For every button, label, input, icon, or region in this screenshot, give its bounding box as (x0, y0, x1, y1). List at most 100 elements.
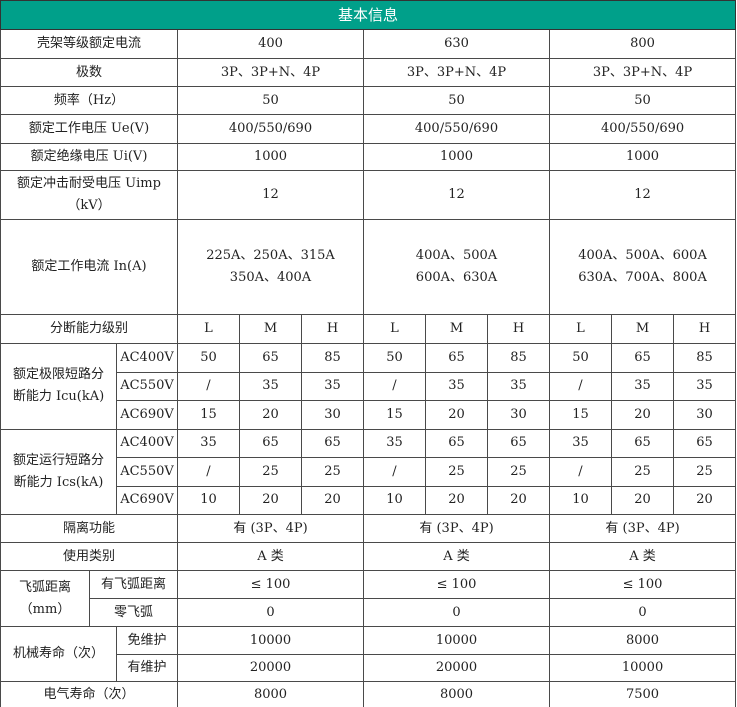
value-cell: 65 (487, 428, 550, 458)
value-cell: 50 (177, 86, 364, 115)
value-cell: 10 (363, 485, 426, 515)
value-cell: 0 (363, 598, 550, 627)
value-cell: 20000 (177, 654, 364, 682)
value-cell: 35 (487, 371, 550, 401)
value-cell: 35 (239, 371, 302, 401)
value-cell: 20 (425, 485, 488, 515)
value-cell: 65 (425, 428, 488, 458)
value-cell: 1000 (177, 143, 364, 171)
row-label: 额定冲击耐受电压 Uimp （kV） (0, 170, 178, 220)
row-label: 极数 (0, 58, 178, 87)
table-row: 电气寿命（次） 8000 8000 7500 (0, 681, 737, 707)
value-cell: 10000 (548, 654, 737, 682)
table-row: 额定工作电流 In(A) 225A、250A、315A 350A、400A 400A… (0, 219, 737, 315)
value-cell: 225A、250A、315A 350A、400A (177, 219, 364, 315)
value-cell: 8000 (363, 681, 550, 707)
value-cell: 3P、3P+N、4P (363, 58, 550, 87)
value-cell: 有 (3P、4P) (177, 514, 364, 543)
table-row: AC550V/35 35/35 35/35 35 (1, 371, 737, 401)
value-cell: 65 (611, 343, 674, 373)
value-cell: 20 (425, 400, 488, 430)
row-label: 额定工作电流 In(A) (0, 219, 178, 315)
value-cell: / (549, 457, 612, 487)
table-row: 分断能力级别 L M H L M H L M H (0, 314, 737, 344)
value-cell: 3P、3P+N、4P (177, 58, 364, 87)
value-cell: 50 (363, 343, 426, 373)
value-cell: 7500 (548, 681, 737, 707)
voltage-label: AC400V (116, 343, 178, 373)
table-row: AC690V 15 20 30 15 20 30 15 20 30 (1, 400, 737, 430)
row-label: 隔离功能 (0, 514, 178, 543)
voltage-label: AC690V (116, 400, 178, 430)
value-cell: 0 (548, 598, 737, 627)
group-label: 飞弧距离 （mm） (0, 570, 90, 627)
value-cell: 50 (363, 86, 550, 115)
table-header-title: 基本信息 (0, 0, 737, 30)
row-label: 壳架等级额定电流 (0, 29, 178, 59)
value-cell: 400A、500A、600A 630A、700A、800A (548, 219, 737, 315)
value-cell: 1000 (548, 143, 737, 171)
value-cell: 65 (239, 343, 302, 373)
level-header: L (177, 314, 240, 344)
value-cell: 20 (487, 485, 550, 515)
value-cell: 15 (177, 400, 240, 430)
value-cell: 20 (611, 485, 674, 515)
value-cell: ≤ 100 (363, 570, 550, 599)
value-cell: 35 (363, 428, 426, 458)
value-cell: 3P、3P+N、4P (548, 58, 737, 87)
level-header: M (425, 314, 488, 344)
table-row: 机械寿命（次） 免维护 10000 10000 8000 (0, 626, 737, 682)
row-label: 额定绝缘电压 Ui(V) (0, 143, 178, 171)
value-cell: / (177, 457, 240, 487)
value-cell: 8000 (177, 681, 364, 707)
value-cell: 85 (672, 343, 737, 373)
table-row: 基本信息 (0, 0, 737, 30)
value-cell: 35 (301, 371, 364, 401)
level-header: H (672, 314, 737, 344)
value-cell: 25 (239, 457, 302, 487)
row-label: 分断能力级别 (0, 314, 178, 344)
value-cell: ≤ 100 (548, 570, 737, 599)
voltage-label: AC550V (116, 457, 178, 487)
value-cell: 1000 (363, 143, 550, 171)
table-row: AC550V/25 25/25 25/25 25 (1, 457, 737, 487)
sub-label: 零飞弧 (89, 598, 178, 627)
value-cell: 50 (549, 343, 612, 373)
value-cell: 12 (363, 170, 550, 220)
value-cell: 12 (548, 170, 737, 220)
value-cell: 有 (3P、4P) (548, 514, 737, 543)
group-label: 额定极限短路分 断能力 Icu(kA) (0, 343, 117, 430)
table-row: 额定极限短路分 断能力 Icu(kA) AC400V 50 65 85 50 65 85 50 6… (0, 343, 737, 430)
table-row: AC690V 10 20 20 10 20 20 10 20 20 (1, 485, 737, 515)
value-cell: 50 (548, 86, 737, 115)
value-cell: 400/550/690 (177, 114, 364, 144)
value-cell: 35 (425, 371, 488, 401)
table-row: 壳架等级额定电流 400 630 800 (0, 29, 737, 59)
sub-label: 有飞弧距离 (89, 570, 178, 599)
row-label: 额定工作电压 Ue(V) (0, 114, 178, 144)
table-row: 频率（Hz） 50 50 50 (0, 86, 737, 115)
value-cell: 20 (672, 485, 737, 515)
value-cell: 25 (425, 457, 488, 487)
level-header: H (487, 314, 550, 344)
value-cell: 15 (363, 400, 426, 430)
table-row: 有维护 20000 20000 10000 (1, 654, 737, 682)
value-cell: 35 (549, 428, 612, 458)
row-label: 使用类别 (0, 542, 178, 571)
value-cell: 有 (3P、4P) (363, 514, 550, 543)
row-label: 频率（Hz） (0, 86, 178, 115)
group-label: 机械寿命（次） (0, 626, 117, 682)
row-label: 电气寿命（次） (0, 681, 178, 707)
level-header: L (363, 314, 426, 344)
table-row: 飞弧距离 （mm） 有飞弧距离 ≤ 100 ≤ 100 ≤ 100 (0, 570, 737, 627)
value-cell: / (549, 371, 612, 401)
value-cell: ≤ 100 (177, 570, 364, 599)
value-cell: 400 (177, 29, 364, 59)
table-row: 额定运行短路分 断能力 Ics(kA) AC400V 35 65 65 35 65 65 35 6… (0, 428, 737, 515)
level-header: M (239, 314, 302, 344)
value-cell: 30 (301, 400, 364, 430)
table-row: 额定绝缘电压 Ui(V) 1000 1000 1000 (0, 143, 737, 171)
value-cell: 30 (672, 400, 737, 430)
value-cell: 10 (549, 485, 612, 515)
